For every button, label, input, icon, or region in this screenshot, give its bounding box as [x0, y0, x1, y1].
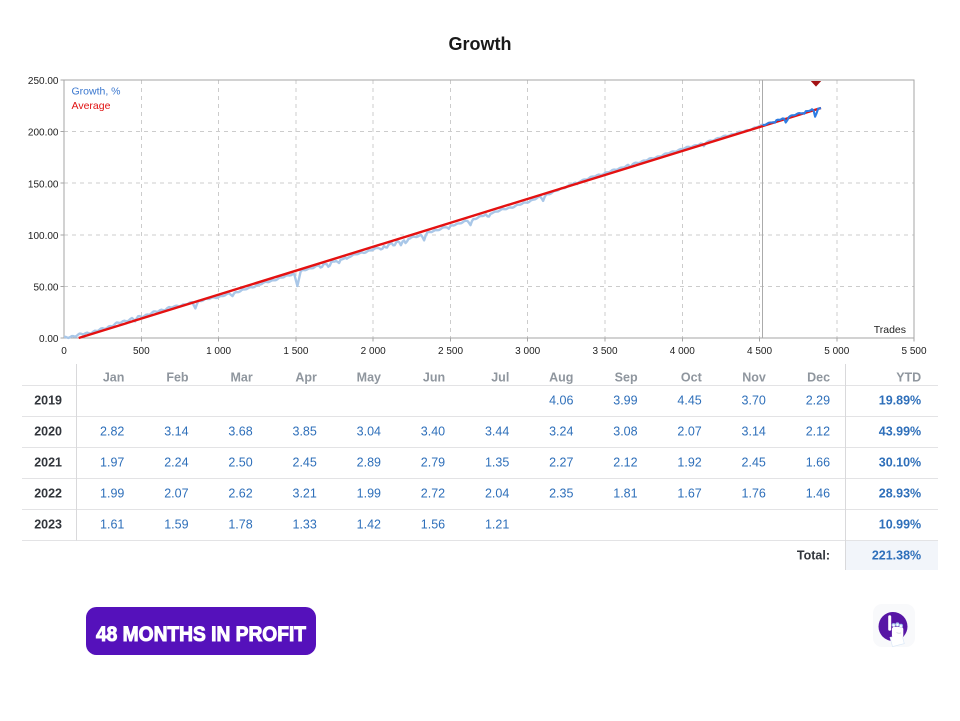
svg-text:48 MONTHS IN PROFIT: 48 MONTHS IN PROFIT [96, 622, 306, 646]
svg-text:0: 0 [61, 346, 67, 357]
svg-text:1.56: 1.56 [421, 518, 445, 532]
svg-text:3.68: 3.68 [228, 425, 252, 439]
svg-text:2.62: 2.62 [228, 487, 252, 501]
svg-text:1 500: 1 500 [283, 346, 308, 357]
svg-text:Oct: Oct [681, 371, 703, 385]
svg-text:1.97: 1.97 [100, 456, 124, 470]
svg-text:1.81: 1.81 [613, 487, 637, 501]
svg-text:2.29: 2.29 [806, 394, 830, 408]
svg-text:2.04: 2.04 [485, 487, 509, 501]
svg-text:Growth: Growth [449, 34, 512, 54]
svg-text:2021: 2021 [34, 456, 62, 470]
svg-text:3.44: 3.44 [485, 425, 509, 439]
svg-text:200.00: 200.00 [28, 128, 59, 139]
svg-text:150.00: 150.00 [28, 179, 59, 190]
svg-text:Aug: Aug [549, 371, 573, 385]
svg-text:1.42: 1.42 [357, 518, 381, 532]
svg-text:Sep: Sep [615, 371, 638, 385]
svg-text:1.99: 1.99 [100, 487, 124, 501]
svg-text:2022: 2022 [34, 487, 62, 501]
svg-text:2023: 2023 [34, 518, 62, 532]
svg-text:3.14: 3.14 [164, 425, 188, 439]
svg-text:2.82: 2.82 [100, 425, 124, 439]
svg-text:28.93%: 28.93% [879, 487, 921, 501]
svg-text:1.61: 1.61 [100, 518, 124, 532]
svg-text:1.92: 1.92 [677, 456, 701, 470]
svg-text:Average: Average [72, 100, 111, 112]
svg-text:May: May [357, 371, 381, 385]
svg-text:1.67: 1.67 [677, 487, 701, 501]
svg-text:1.33: 1.33 [293, 518, 317, 532]
svg-text:250.00: 250.00 [28, 76, 59, 87]
svg-text:3 000: 3 000 [515, 346, 540, 357]
svg-text:2.50: 2.50 [228, 456, 252, 470]
svg-text:Nov: Nov [742, 371, 766, 385]
svg-text:2 500: 2 500 [438, 346, 463, 357]
svg-text:500: 500 [133, 346, 150, 357]
svg-text:3 500: 3 500 [592, 346, 617, 357]
svg-text:221.38%: 221.38% [872, 549, 921, 563]
svg-text:Dec: Dec [807, 371, 830, 385]
svg-text:3.70: 3.70 [742, 394, 766, 408]
svg-text:4.45: 4.45 [677, 394, 701, 408]
svg-text:2019: 2019 [34, 394, 62, 408]
svg-text:Trades: Trades [874, 324, 906, 336]
svg-text:4.06: 4.06 [549, 394, 573, 408]
svg-text:1.21: 1.21 [485, 518, 509, 532]
svg-text:3.08: 3.08 [613, 425, 637, 439]
svg-text:2.35: 2.35 [549, 487, 573, 501]
svg-text:Apr: Apr [295, 371, 317, 385]
svg-text:2.07: 2.07 [677, 425, 701, 439]
svg-text:3.40: 3.40 [421, 425, 445, 439]
svg-text:3.14: 3.14 [742, 425, 766, 439]
svg-text:5 000: 5 000 [824, 346, 849, 357]
svg-text:50.00: 50.00 [33, 283, 58, 294]
svg-text:2.27: 2.27 [549, 456, 573, 470]
svg-text:1.78: 1.78 [228, 518, 252, 532]
svg-text:1.66: 1.66 [806, 456, 830, 470]
svg-text:3.04: 3.04 [357, 425, 381, 439]
svg-text:100.00: 100.00 [28, 231, 59, 242]
svg-text:1.76: 1.76 [742, 487, 766, 501]
svg-text:1.46: 1.46 [806, 487, 830, 501]
svg-text:2.72: 2.72 [421, 487, 445, 501]
svg-text:2.24: 2.24 [164, 456, 188, 470]
svg-text:Mar: Mar [230, 371, 252, 385]
svg-text:1.35: 1.35 [485, 456, 509, 470]
svg-text:1.59: 1.59 [164, 518, 188, 532]
svg-text:Growth, %: Growth, % [72, 86, 121, 98]
svg-text:10.99%: 10.99% [879, 518, 921, 532]
svg-text:1 000: 1 000 [206, 346, 231, 357]
svg-text:Jun: Jun [423, 371, 445, 385]
svg-text:YTD: YTD [896, 371, 921, 385]
svg-text:1.99: 1.99 [357, 487, 381, 501]
svg-text:3.99: 3.99 [613, 394, 637, 408]
svg-text:0.00: 0.00 [39, 334, 59, 345]
svg-text:2.89: 2.89 [357, 456, 381, 470]
svg-text:43.99%: 43.99% [879, 425, 921, 439]
svg-text:Jul: Jul [491, 371, 509, 385]
svg-text:2.07: 2.07 [164, 487, 188, 501]
svg-text:4 500: 4 500 [747, 346, 772, 357]
svg-text:2 000: 2 000 [361, 346, 386, 357]
svg-text:3.21: 3.21 [293, 487, 317, 501]
svg-text:2.12: 2.12 [806, 425, 830, 439]
svg-text:2020: 2020 [34, 425, 62, 439]
svg-text:5 500: 5 500 [901, 346, 926, 357]
svg-text:3.85: 3.85 [293, 425, 317, 439]
svg-text:Jan: Jan [103, 371, 125, 385]
svg-text:3.24: 3.24 [549, 425, 573, 439]
svg-text:2.12: 2.12 [613, 456, 637, 470]
svg-text:2.45: 2.45 [742, 456, 766, 470]
svg-text:2.79: 2.79 [421, 456, 445, 470]
svg-text:19.89%: 19.89% [879, 394, 921, 408]
svg-text:4 000: 4 000 [670, 346, 695, 357]
svg-text:30.10%: 30.10% [879, 456, 921, 470]
svg-text:2.45: 2.45 [293, 456, 317, 470]
svg-text:Feb: Feb [166, 371, 189, 385]
svg-text:Total:: Total: [797, 549, 830, 563]
